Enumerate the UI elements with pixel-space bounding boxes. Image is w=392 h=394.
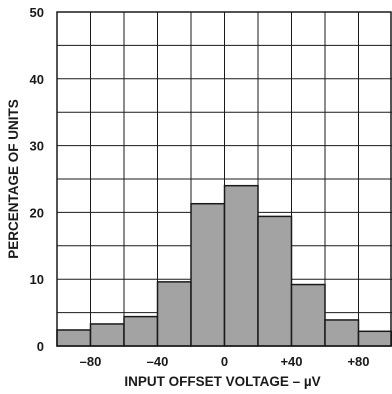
y-tick-labels: 0 10 20 30 40 50 (30, 5, 44, 354)
histogram-bar (124, 317, 158, 346)
histogram-bar (191, 204, 225, 346)
y-tick-label: 0 (37, 339, 44, 354)
histogram-bar (158, 282, 192, 346)
histogram-bar (57, 330, 91, 346)
x-tick-label: +80 (347, 354, 369, 369)
histogram-bar (91, 324, 125, 346)
histogram-bar (325, 320, 359, 346)
y-tick-label: 30 (30, 139, 44, 154)
x-tick-label: –80 (80, 354, 102, 369)
y-tick-label: 20 (30, 205, 44, 220)
bars (57, 186, 392, 346)
x-tick-labels: –80 –40 0 +40 +80 (80, 354, 370, 369)
histogram-bar (359, 331, 392, 346)
x-tick-label: 0 (221, 354, 228, 369)
y-tick-label: 50 (30, 5, 44, 20)
y-tick-label: 40 (30, 72, 44, 87)
histogram-bar (225, 186, 259, 346)
y-tick-label: 10 (30, 272, 44, 287)
x-axis-title: INPUT OFFSET VOLTAGE – µV (124, 374, 320, 389)
histogram-bar (258, 216, 292, 346)
x-tick-label: –40 (147, 354, 169, 369)
y-axis-title: PERCENTAGE OF UNITS (6, 99, 21, 259)
x-tick-label: +40 (280, 354, 302, 369)
histogram-bar (292, 285, 326, 346)
